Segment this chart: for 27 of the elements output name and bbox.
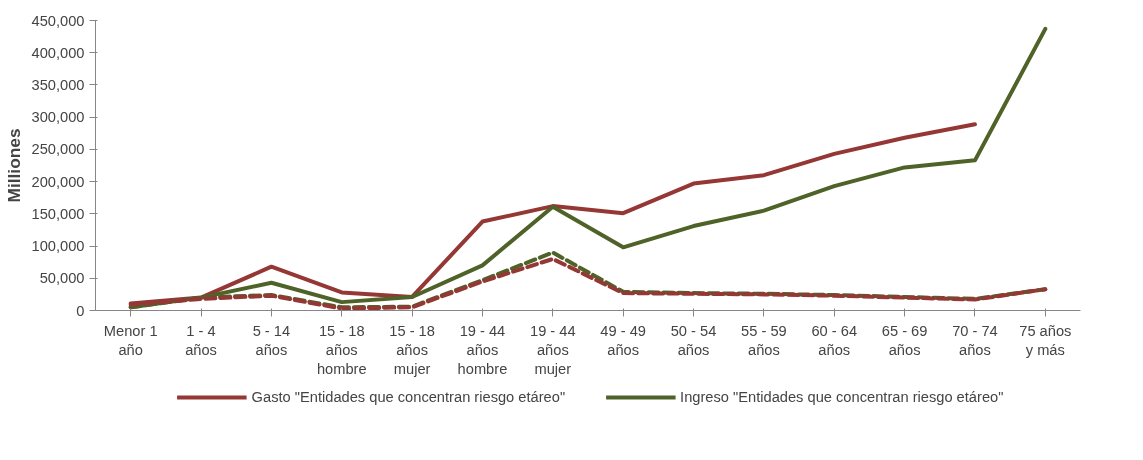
y-tick-label: 350,000 xyxy=(31,76,85,93)
x-tick-label: 55 - 59 años xyxy=(741,322,787,358)
x-tick-label: 50 - 54 años xyxy=(670,322,717,358)
x-tick-label: 1 - 4 años xyxy=(185,322,217,358)
x-tick-label: 15 - 18 años hombre xyxy=(316,322,367,377)
x-tick-label: 75 años y más xyxy=(1019,322,1072,358)
y-tick-label: 300,000 xyxy=(31,109,85,126)
y-tick-label: 400,000 xyxy=(31,44,85,61)
y-tick-label: 50,000 xyxy=(39,270,85,287)
x-tick-label: Menor 1 año xyxy=(103,322,158,358)
x-tick-label: 49 - 49 años xyxy=(600,322,646,358)
y-axis-title: Milliones xyxy=(3,128,24,203)
y-tick-label: 450,000 xyxy=(31,12,85,29)
x-tick-label: 5 - 14 años xyxy=(252,322,291,358)
x-tick-label: 70 - 74 años xyxy=(952,322,998,358)
x-tick-label: 15 - 18 años mujer xyxy=(389,322,435,377)
x-tick-label: 60 - 64 años xyxy=(811,322,858,358)
y-tick-label: 150,000 xyxy=(31,205,85,222)
y-tick-label: 100,000 xyxy=(31,238,85,255)
x-tick-label: 65 - 69 años xyxy=(881,322,928,358)
x-tick-label: 19 - 44 años hombre xyxy=(457,322,508,377)
x-tick-label: 19 - 44 años mujer xyxy=(530,322,576,377)
y-tick-label: 200,000 xyxy=(31,173,85,190)
legend-label: Ingreso "Entidades que concentran riesgo etáreo" xyxy=(680,389,1004,405)
y-tick-label: 0 xyxy=(76,302,85,319)
legend-label: Gasto "Entidades que concentran riesgo etáreo" xyxy=(251,389,566,405)
y-tick-label: 250,000 xyxy=(31,141,85,158)
